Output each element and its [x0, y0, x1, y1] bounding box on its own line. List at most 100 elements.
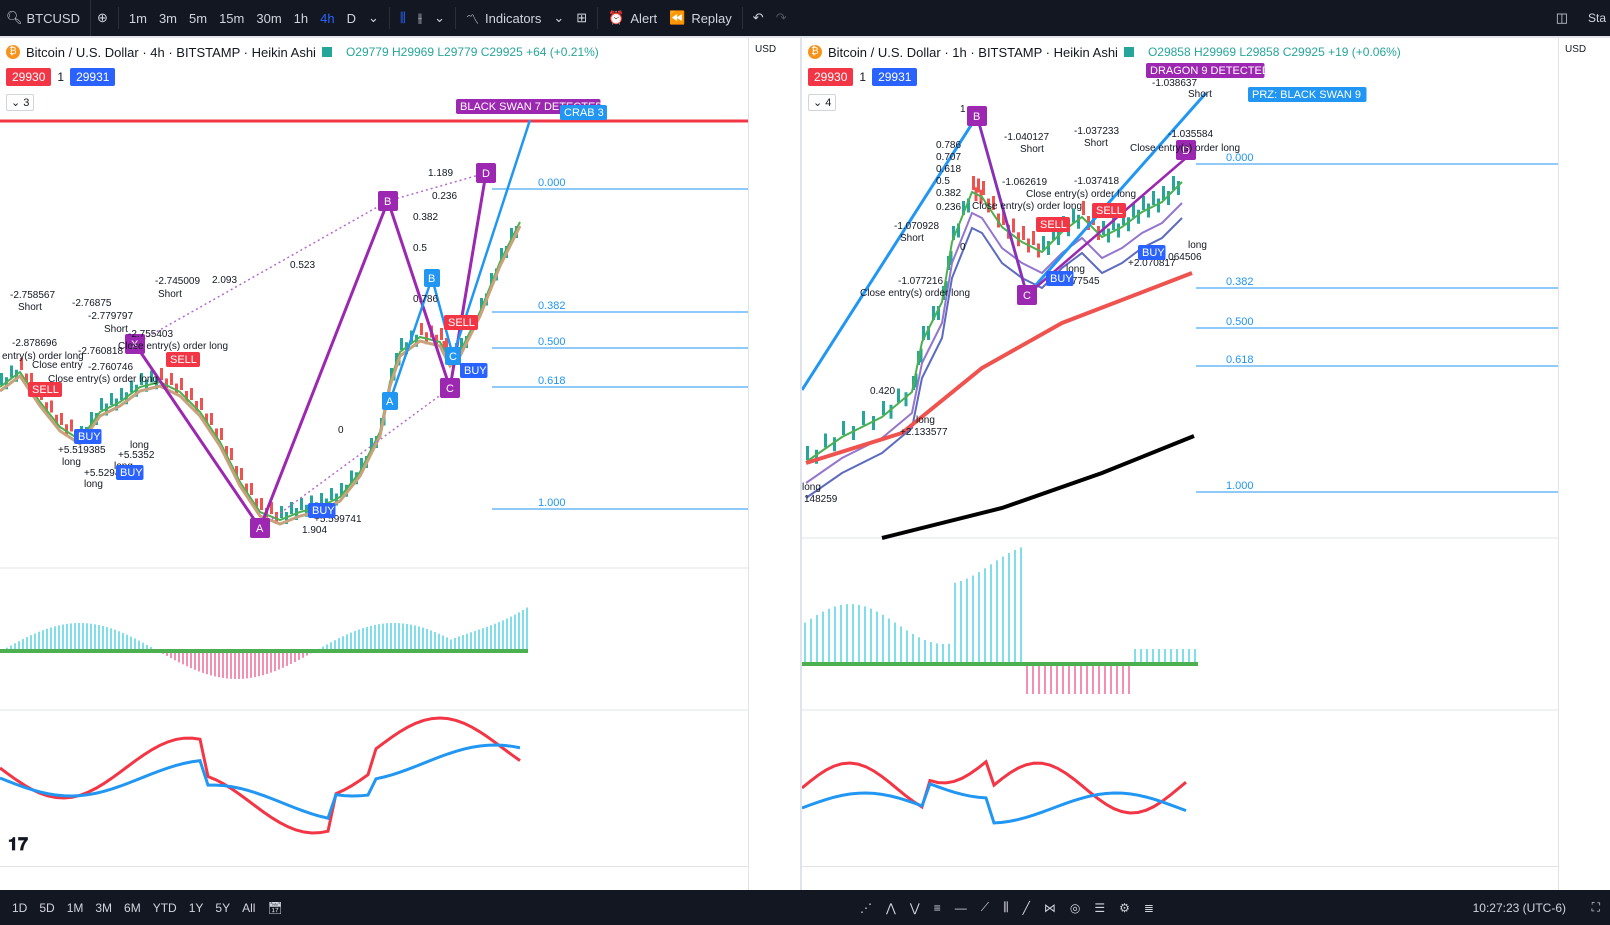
- strategy-annotation: -2.760818: [78, 346, 123, 357]
- osc-bar: [62, 624, 64, 651]
- indicators-button[interactable]: 〽 Indicators: [460, 0, 547, 36]
- indicators-icon: 〽: [466, 11, 480, 27]
- candle: [50, 400, 53, 413]
- strategy-annotation: +2.070817: [1128, 258, 1176, 269]
- strategy-annotation: 1.189: [428, 168, 453, 179]
- interval-1h[interactable]: 1h: [293, 10, 309, 26]
- strategy-annotation: -2.878696: [12, 338, 57, 349]
- price-axis-right[interactable]: USD: [1558, 38, 1610, 890]
- bid-ask-panel: 29930 1 29931: [808, 68, 918, 86]
- compare-symbol-button[interactable]: ⊕: [91, 0, 114, 36]
- start-label[interactable]: Sta: [1587, 11, 1606, 25]
- osc-bar: [924, 639, 926, 664]
- currency-label[interactable]: USD: [755, 44, 777, 55]
- interval-30m[interactable]: 30m: [256, 10, 282, 26]
- price-axis-left[interactable]: USD: [748, 38, 800, 890]
- osc-bar: [170, 651, 172, 659]
- alert-button[interactable]: ⏰ Alert: [602, 0, 663, 36]
- chart-type-button[interactable]: ⫼: [394, 0, 412, 36]
- interval-4h[interactable]: 4h: [320, 10, 335, 26]
- chart-pane-left[interactable]: 3160031200308003040030000296002920028800…: [0, 38, 800, 890]
- xabcd-tool-icon[interactable]: ⋀: [886, 900, 896, 915]
- buy-price-button[interactable]: 29931: [70, 68, 116, 86]
- interval-3m[interactable]: 3m: [158, 10, 177, 26]
- undo-button[interactable]: ↶: [747, 0, 770, 36]
- osc-bar: [10, 645, 12, 651]
- range-1y[interactable]: 1Y: [188, 900, 204, 915]
- divider: [388, 7, 390, 29]
- candle: [872, 416, 875, 430]
- osc-bar: [470, 632, 472, 651]
- chevron-down-icon: ⌄: [367, 10, 379, 25]
- cycle-tool-icon[interactable]: ◎: [1069, 900, 1081, 915]
- network-tool-icon[interactable]: ⋈: [1043, 900, 1056, 915]
- bid-ask-panel: 29930 1 29931: [6, 68, 116, 86]
- fullscreen-icon[interactable]: ⛶: [1591, 900, 1600, 914]
- range-5d[interactable]: 5D: [39, 900, 55, 915]
- strategy-annotation: 2.093: [212, 275, 237, 286]
- pattern-tool-icon[interactable]: ⋰: [860, 900, 872, 915]
- chart-canvas-right[interactable]: 3040030200300002980029600294002920029000…: [802, 38, 1610, 890]
- candle: [0, 373, 3, 385]
- interval-5m[interactable]: 5m: [189, 10, 208, 26]
- range-all[interactable]: All: [242, 900, 256, 915]
- indicators-dropdown[interactable]: ⌄: [547, 0, 570, 36]
- chart-pane-right[interactable]: 3040030200300002980029600294002920029000…: [802, 38, 1610, 890]
- strategy-annotation: Short: [104, 324, 128, 335]
- range-1d[interactable]: 1D: [12, 900, 28, 915]
- abcd-tool-icon[interactable]: ⋁: [909, 900, 920, 915]
- interval-1m[interactable]: 1m: [128, 10, 147, 26]
- chart-canvas-left[interactable]: 3160031200308003040030000296002920028800…: [0, 38, 800, 890]
- buy-signal-label: BUY: [464, 365, 487, 377]
- strategy-annotation: +5.529496: [84, 468, 132, 479]
- strategy-annotation: long: [1066, 264, 1085, 275]
- symbol-search[interactable]: 🔍︎ BTCUSD: [0, 0, 91, 36]
- settings-tool-icon[interactable]: ⚙: [1119, 900, 1130, 915]
- replay-button[interactable]: ⏪ Replay: [663, 0, 738, 36]
- alert-label: Alert: [630, 10, 658, 26]
- bars-tool-icon[interactable]: ⫼: [1003, 900, 1009, 914]
- candle: [310, 495, 313, 508]
- chart-type-dropdown[interactable]: ⌄: [428, 0, 451, 36]
- range-5y[interactable]: 5Y: [215, 900, 231, 915]
- redo-button[interactable]: ↷: [770, 0, 793, 36]
- strategy-annotation: -1.037233: [1074, 126, 1119, 137]
- strategy-annotation: Short: [158, 289, 182, 300]
- list-tool-icon[interactable]: ☰: [1094, 900, 1106, 915]
- indicator-collapse-button[interactable]: ⌄ 3: [6, 94, 35, 111]
- sell-signal-label-bg: [444, 315, 478, 330]
- strategy-annotation: Short: [1020, 144, 1044, 155]
- strategy-annotation: entry(s) order long: [2, 351, 84, 362]
- buy-price-button[interactable]: 29931: [872, 68, 918, 86]
- indicator-collapse-button[interactable]: ⌄ 4: [808, 94, 837, 111]
- time-axis-right[interactable]: [802, 866, 1558, 890]
- panel-toggle-button[interactable]: ◫: [1550, 0, 1574, 36]
- range-ytd[interactable]: YTD: [152, 900, 177, 915]
- ray-tool-icon[interactable]: ╱: [1022, 900, 1030, 915]
- candle: [944, 281, 948, 295]
- candle: [225, 446, 228, 458]
- pattern-point-marker: [476, 163, 496, 183]
- hline-tool-icon[interactable]: —: [954, 900, 967, 915]
- clock[interactable]: 10:27:23 (UTC-6): [1473, 890, 1566, 925]
- range-1m[interactable]: 1M: [66, 900, 84, 915]
- currency-label[interactable]: USD: [1565, 44, 1587, 55]
- candle: [1172, 176, 1175, 190]
- range-3m[interactable]: 3M: [95, 900, 113, 915]
- interval-15m[interactable]: 15m: [219, 10, 245, 26]
- menu-tool-icon[interactable]: ≣: [1143, 900, 1154, 915]
- layout-button[interactable]: ⊞: [570, 0, 593, 36]
- candle: [833, 437, 836, 452]
- fib-tool-icon[interactable]: ≡: [933, 900, 941, 915]
- time-axis-left[interactable]: [0, 866, 748, 890]
- range-6m[interactable]: 6M: [124, 900, 141, 915]
- osc-bar: [102, 626, 104, 651]
- interval-D[interactable]: D: [346, 10, 356, 26]
- sell-price-button[interactable]: 29930: [808, 68, 854, 86]
- bars-type-button[interactable]: ⫲: [412, 0, 428, 36]
- sell-price-button[interactable]: 29930: [6, 68, 52, 86]
- candle: [904, 392, 908, 407]
- goto-date-button[interactable]: 📅︎: [261, 901, 288, 915]
- trendline-tool-icon[interactable]: ⟋: [980, 900, 990, 914]
- interval-dropdown-button[interactable]: ⌄: [362, 0, 385, 36]
